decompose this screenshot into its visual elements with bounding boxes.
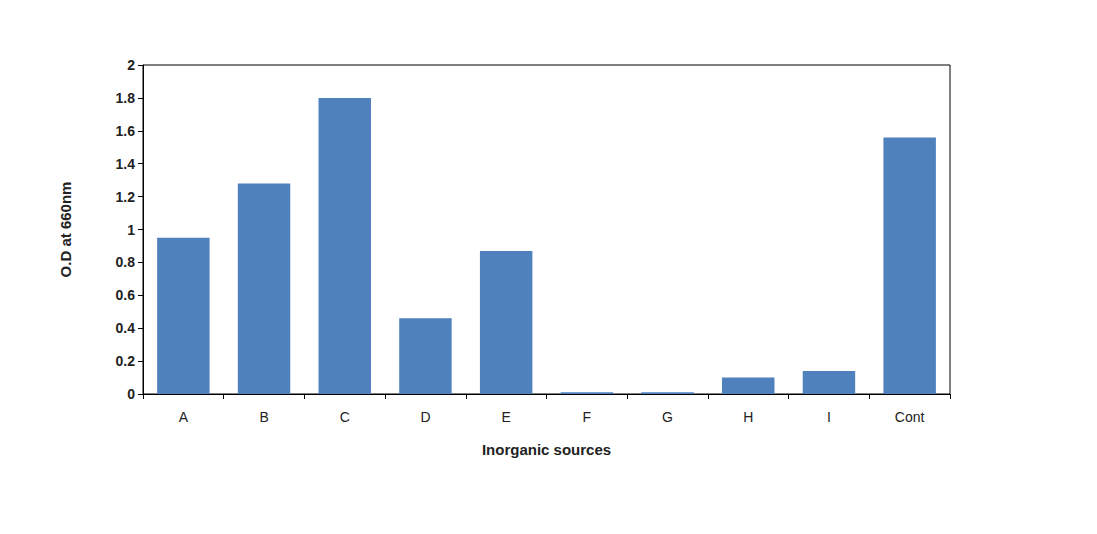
svg-text:1.2: 1.2 bbox=[116, 189, 136, 205]
svg-text:O.D at 660nm: O.D at 660nm bbox=[57, 182, 74, 278]
svg-text:Cont: Cont bbox=[895, 409, 925, 425]
svg-text:0.2: 0.2 bbox=[116, 353, 136, 369]
svg-text:0: 0 bbox=[127, 386, 135, 402]
svg-text:A: A bbox=[179, 409, 189, 425]
svg-text:I: I bbox=[827, 409, 831, 425]
svg-text:1: 1 bbox=[127, 222, 135, 238]
svg-text:C: C bbox=[340, 409, 350, 425]
svg-text:1.4: 1.4 bbox=[116, 156, 136, 172]
svg-text:G: G bbox=[662, 409, 673, 425]
svg-text:2: 2 bbox=[127, 57, 135, 73]
svg-text:F: F bbox=[583, 409, 592, 425]
svg-text:Inorganic sources: Inorganic sources bbox=[482, 441, 611, 458]
svg-text:0.4: 0.4 bbox=[116, 320, 136, 336]
svg-text:1.6: 1.6 bbox=[116, 123, 136, 139]
svg-text:E: E bbox=[501, 409, 510, 425]
svg-text:D: D bbox=[420, 409, 430, 425]
svg-text:0.6: 0.6 bbox=[116, 287, 136, 303]
svg-text:1.8: 1.8 bbox=[116, 90, 136, 106]
svg-text:B: B bbox=[259, 409, 268, 425]
svg-text:0.8: 0.8 bbox=[116, 254, 136, 270]
svg-text:H: H bbox=[743, 409, 753, 425]
